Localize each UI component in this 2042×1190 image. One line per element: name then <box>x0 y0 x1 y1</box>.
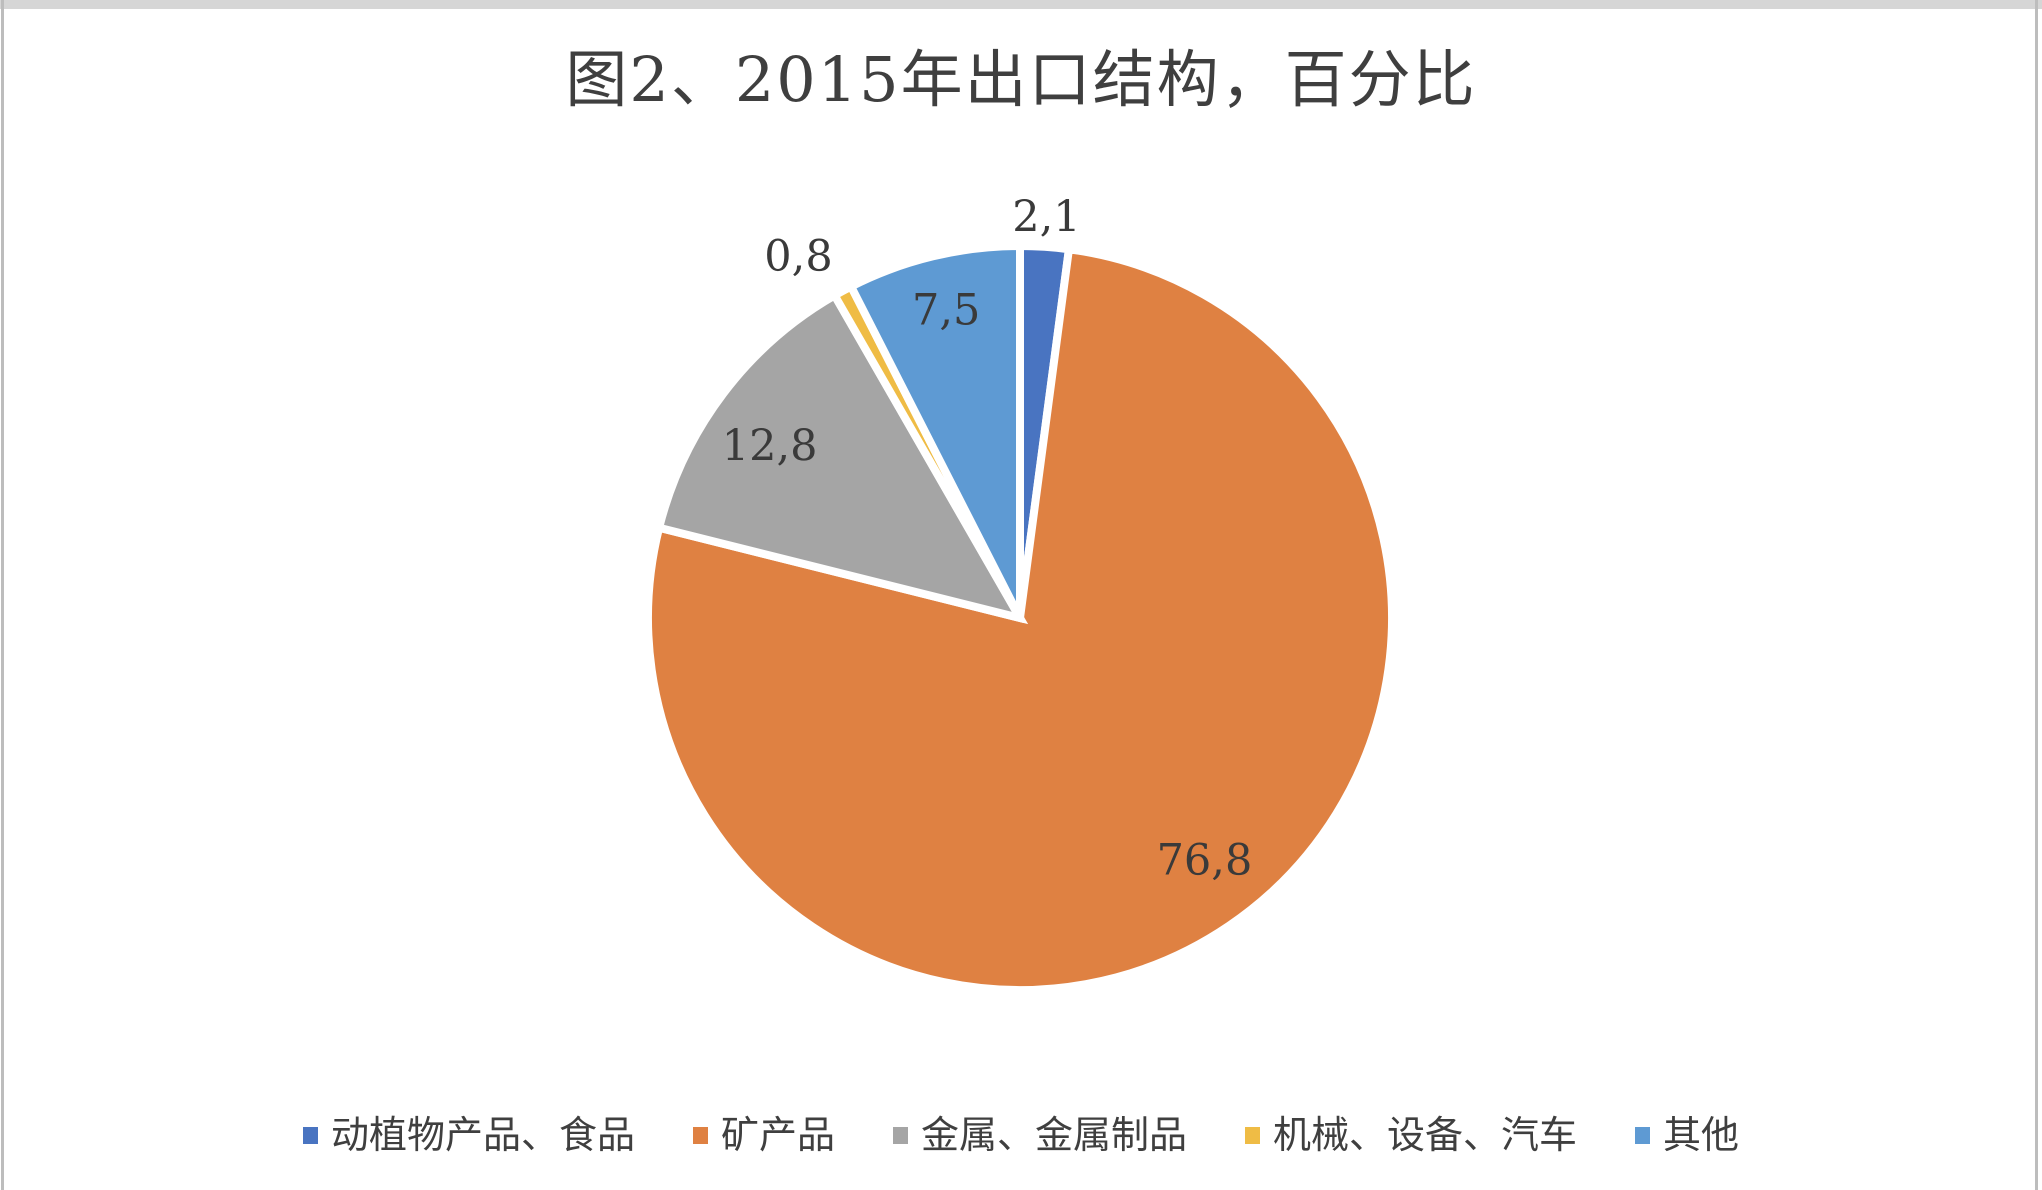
legend-item-1: 动植物产品、食品 <box>302 1113 635 1157</box>
legend-label: 金属、金属制品 <box>920 1113 1187 1157</box>
chart-legend: 动植物产品、食品 矿产品 金属、金属制品 机械、设备、汽车 其他 <box>0 1100 2042 1170</box>
pie-slice-5 <box>845 241 1024 620</box>
legend-swatch-icon <box>302 1126 318 1144</box>
right-border-line <box>2035 0 2038 1190</box>
legend-item-5: 其他 <box>1635 1116 1739 1154</box>
slice-value-label: 12,8 <box>722 421 818 471</box>
legend-swatch-icon <box>692 1126 708 1144</box>
legend-swatch-icon <box>892 1126 908 1144</box>
legend-label: 矿产品 <box>720 1113 835 1157</box>
chart-title: 图2、2015年出口结构，百分比 <box>565 43 1477 116</box>
legend-item-4: 机械、设备、汽车 <box>1245 1116 1577 1154</box>
legend-swatch-icon <box>1245 1126 1260 1144</box>
legend-label: 动植物产品、食品 <box>330 1113 635 1157</box>
slice-value-label: 76,8 <box>1157 835 1253 885</box>
legend-item-3: 金属、金属制品 <box>892 1113 1187 1157</box>
legend-item-2: 矿产品 <box>692 1113 835 1157</box>
slice-value-label: 0,8 <box>764 232 832 282</box>
top-border-line <box>0 0 2042 9</box>
left-border-line <box>1 0 4 1190</box>
legend-label: 其他 <box>1663 1113 1740 1157</box>
slice-value-label: 7,5 <box>912 286 980 336</box>
legend-swatch-icon <box>1635 1126 1651 1144</box>
slice-value-label: 2,1 <box>1012 192 1080 242</box>
pie-slice-3 <box>654 289 1029 625</box>
legend-label: 机械、设备、汽车 <box>1273 1113 1578 1157</box>
